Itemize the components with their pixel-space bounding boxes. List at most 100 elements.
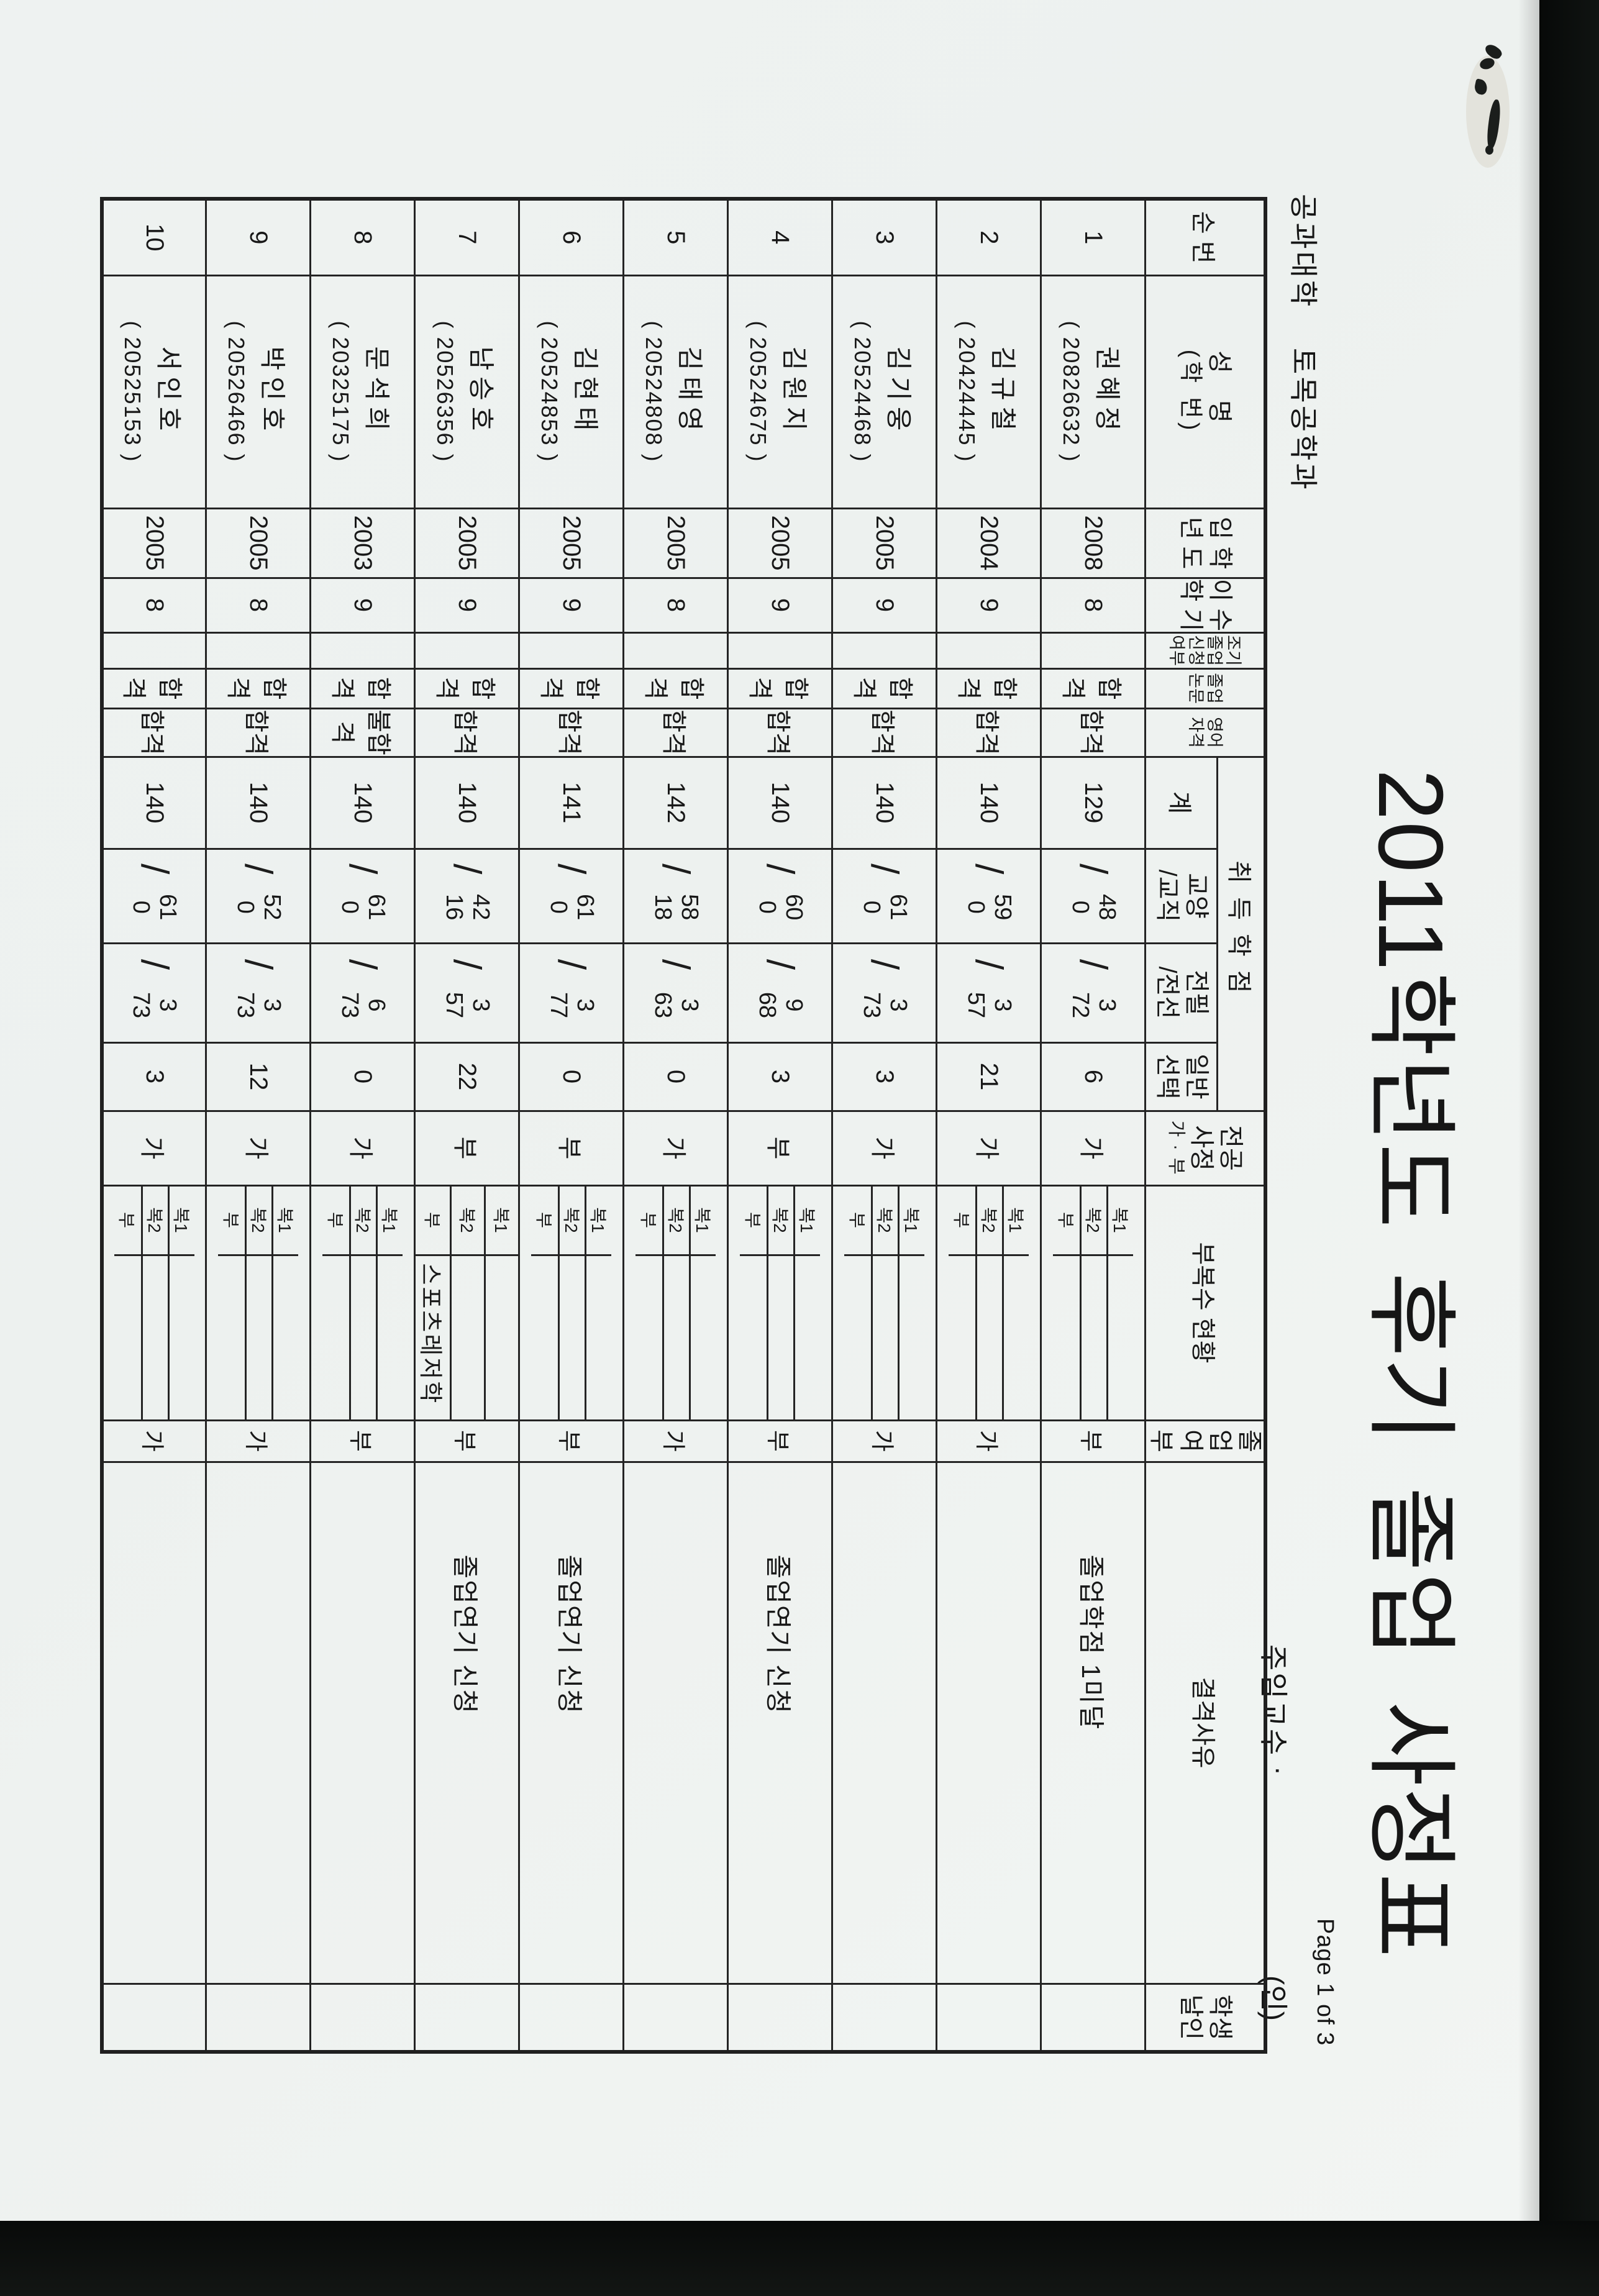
header-credits-total: 계	[1145, 757, 1218, 849]
page-title: 2011학년도 후기 졸업 사정표	[1359, 769, 1462, 1959]
document-content: 공과대학 토목공학과 2011학년도 후기 졸업 사정표 Page 1 of 3…	[99, 194, 1462, 2054]
major-assessment-cell: 가	[936, 1111, 1041, 1186]
double-major-1-value	[793, 1255, 821, 1419]
student-stamp-cell	[101, 1984, 206, 2052]
header-name: 성 명 (학 번)	[1145, 275, 1265, 508]
double-major-1-value	[168, 1255, 194, 1419]
label-minor: 부	[636, 1186, 663, 1256]
student-row: 3 김기웅 ( 20524468 ) 2005 9 합격 합격 140 / 61…	[832, 199, 937, 2052]
english-cell: 합격	[623, 708, 728, 757]
student-id: ( 20524853 )	[537, 321, 563, 463]
name-cell: 김원지 ( 20524675 )	[727, 275, 832, 508]
graduation-assessment-table: 순 번 성 명 (학 번) 입 학 년 도 이 수 학 기	[99, 197, 1267, 2054]
seq-cell: 8	[310, 199, 415, 275]
label-minor: 부	[949, 1186, 976, 1256]
admission-year-cell: 2005	[727, 508, 832, 578]
disqualification-reason-cell: 졸업학점 1미달	[1041, 1462, 1146, 1984]
credits-total-cell: 140	[206, 757, 311, 849]
thesis-cell: 합격	[101, 668, 206, 708]
student-row: 7 남승호 ( 20526356 ) 2005 9 합격 합격 140 / 42…	[414, 199, 519, 2052]
credits-elective-cell: 21	[936, 1042, 1041, 1111]
english-cell: 합격	[414, 708, 519, 757]
label-double-major-1: 복1	[484, 1186, 519, 1256]
label-double-major-2: 복2	[767, 1186, 794, 1256]
student-name: 문석희	[362, 346, 392, 437]
double-major-1-value	[271, 1255, 299, 1419]
semesters-cell: 9	[414, 578, 519, 632]
student-row: 6 김현태 ( 20524853 ) 2005 9 합격 합격 141 / 61…	[519, 199, 624, 2052]
name-cell: 권혜정 ( 20826632 )	[1041, 275, 1146, 508]
early-graduation-cell	[310, 632, 415, 668]
student-stamp-cell	[727, 1984, 832, 2052]
double-minor-cell: 복1 복2 부	[1041, 1185, 1146, 1421]
student-id: ( 20525153 )	[120, 321, 145, 463]
double-major-2-value	[141, 1255, 168, 1419]
credits-major-cell: / 3 73	[832, 943, 937, 1042]
credits-total-cell: 129	[1041, 757, 1146, 849]
thesis-cell: 합격	[727, 668, 832, 708]
label-double-major-2: 복2	[450, 1186, 485, 1256]
double-major-2-value	[975, 1255, 1003, 1419]
semesters-cell: 9	[727, 578, 832, 632]
admission-year-cell: 2005	[623, 508, 728, 578]
name-cell: 박인호 ( 20526466 )	[206, 275, 311, 508]
department-label: 공과대학 토목공학과	[1287, 194, 1319, 492]
label-double-major-1: 복1	[1106, 1186, 1134, 1256]
thesis-cell: 합격	[1041, 668, 1146, 708]
label-double-major-2: 복2	[871, 1186, 898, 1256]
double-major-2-value	[662, 1255, 690, 1419]
student-name: 남승호	[467, 346, 496, 437]
minor-value: 스포츠레저학	[417, 1263, 444, 1405]
student-id: ( 20524675 )	[745, 321, 772, 463]
header-credits-general: 교양 /교직	[1145, 849, 1218, 943]
major-assessment-cell: 부	[727, 1111, 832, 1186]
double-major-1-value	[585, 1255, 612, 1419]
admission-year-cell: 2005	[832, 508, 937, 578]
credits-general-cell: / 59 0	[936, 849, 1041, 943]
admission-year-cell: 2005	[101, 508, 206, 578]
credits-major-cell: / 3 73	[206, 943, 311, 1042]
early-graduation-cell	[206, 632, 311, 668]
semesters-cell: 9	[519, 578, 624, 632]
major-assessment-cell: 가	[206, 1111, 311, 1186]
name-cell: 김현태 ( 20524853 )	[519, 275, 624, 508]
early-graduation-cell	[101, 632, 206, 668]
semesters-cell: 9	[936, 578, 1041, 632]
semesters-cell: 8	[1041, 578, 1146, 632]
header-disqualification-reason: 결격사유	[1145, 1462, 1265, 1984]
double-major-1-value	[689, 1255, 716, 1419]
minor-value	[636, 1256, 662, 1419]
scanner-bed-bottom	[0, 2221, 1599, 2296]
credits-major-cell: / 6 73	[310, 943, 415, 1042]
label-minor: 부	[740, 1186, 767, 1256]
thesis-cell: 합격	[519, 668, 624, 708]
admission-year-cell: 2003	[310, 508, 415, 578]
early-graduation-cell	[414, 632, 519, 668]
label-double-major-1: 복1	[271, 1186, 299, 1256]
graduation-status-cell: 부	[310, 1420, 415, 1462]
major-assessment-cell: 가	[101, 1111, 206, 1186]
semesters-cell: 8	[206, 578, 311, 632]
disqualification-reason-cell: 졸업연기 신청	[519, 1462, 624, 1984]
disqualification-reason-cell	[832, 1462, 937, 1984]
student-id: ( 20424445 )	[954, 321, 980, 463]
graduation-status-cell: 가	[206, 1420, 311, 1462]
seq-cell: 3	[832, 199, 937, 275]
label-minor: 부	[322, 1186, 350, 1256]
minor-value	[949, 1256, 975, 1419]
thesis-cell: 합격	[414, 668, 519, 708]
double-major-1-value	[898, 1255, 925, 1419]
semesters-cell: 8	[623, 578, 728, 632]
student-stamp-cell	[519, 1984, 624, 2052]
seq-cell: 2	[936, 199, 1041, 275]
double-major-2-value	[450, 1255, 485, 1419]
english-cell: 합격	[727, 708, 832, 757]
admission-year-cell: 2005	[519, 508, 624, 578]
thesis-cell: 합격	[206, 668, 311, 708]
credits-elective-cell: 12	[206, 1042, 311, 1111]
label-double-major-1: 복1	[689, 1186, 716, 1256]
credits-general-cell: / 61 0	[832, 849, 937, 943]
disqualification-reason-cell	[310, 1462, 415, 1984]
credits-major-cell: / 3 63	[623, 943, 728, 1042]
student-stamp-cell	[206, 1984, 311, 2052]
